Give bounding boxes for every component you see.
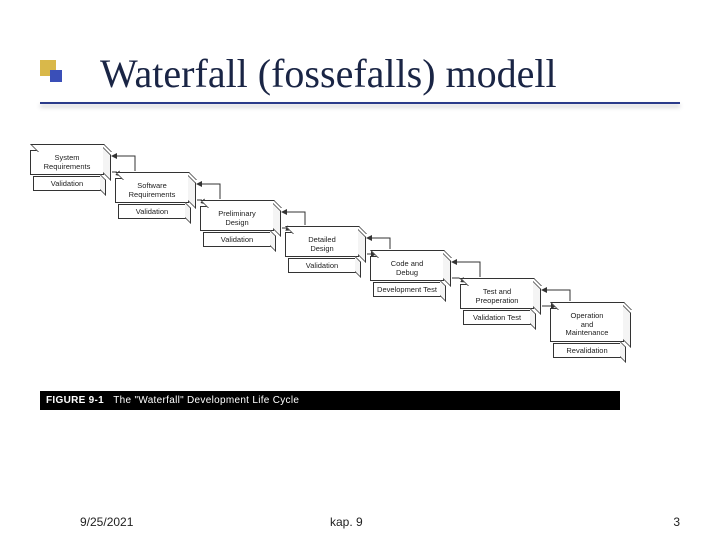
step-box: Test andPreoperation <box>460 284 534 309</box>
waterfall-step-5: Test andPreoperation Validation Test <box>460 284 534 325</box>
connector-back <box>197 184 220 199</box>
step-sublabel: Validation <box>33 176 101 191</box>
step-box: Code andDebug <box>370 256 444 281</box>
slide-title: Waterfall (fossefalls) modell <box>100 50 557 97</box>
step-label: Test andPreoperation <box>461 285 533 308</box>
step-label: SystemRequirements <box>31 151 103 174</box>
figure-text: The "Waterfall" Development Life Cycle <box>113 395 299 406</box>
step-sublabel: Development Test <box>373 282 441 297</box>
step-box: PreliminaryDesign <box>200 206 274 231</box>
step-sublabel: Validation <box>288 258 356 273</box>
bullet-icon <box>40 60 64 84</box>
waterfall-step-6: OperationandMaintenance Revalidation <box>550 308 624 358</box>
step-box: SystemRequirements <box>30 150 104 175</box>
step-label: PreliminaryDesign <box>201 207 273 230</box>
footer-center: kap. 9 <box>330 515 363 529</box>
title-area: Waterfall (fossefalls) modell <box>40 50 680 120</box>
waterfall-step-3: DetailedDesign Validation <box>285 232 359 273</box>
connector-back <box>282 212 305 225</box>
waterfall-step-0: SystemRequirements Validation <box>30 150 104 191</box>
step-label: Code andDebug <box>371 257 443 280</box>
waterfall-diagram: SystemRequirementsValidationSoftwareRequ… <box>30 150 690 410</box>
step-box: SoftwareRequirements <box>115 178 189 203</box>
waterfall-step-2: PreliminaryDesign Validation <box>200 206 274 247</box>
step-label: OperationandMaintenance <box>551 309 623 341</box>
step-box: OperationandMaintenance <box>550 308 624 342</box>
step-label: SoftwareRequirements <box>116 179 188 202</box>
step-sublabel: Validation <box>118 204 186 219</box>
connector-back <box>542 290 570 301</box>
step-sublabel: Validation <box>203 232 271 247</box>
step-sublabel: Revalidation <box>553 343 621 358</box>
step-box: DetailedDesign <box>285 232 359 257</box>
footer-date: 9/25/2021 <box>80 515 133 529</box>
footer-page-number: 3 <box>673 515 680 529</box>
step-label: DetailedDesign <box>286 233 358 256</box>
connector-back <box>452 262 480 277</box>
figure-label: FIGURE 9-1 <box>46 395 104 406</box>
step-sublabel: Validation Test <box>463 310 531 325</box>
figure-caption: FIGURE 9-1 The "Waterfall" Development L… <box>40 391 620 410</box>
connector-back <box>112 156 135 171</box>
title-underline <box>40 102 680 104</box>
connector-back <box>367 238 390 249</box>
waterfall-step-4: Code andDebug Development Test <box>370 256 444 297</box>
waterfall-step-1: SoftwareRequirements Validation <box>115 178 189 219</box>
